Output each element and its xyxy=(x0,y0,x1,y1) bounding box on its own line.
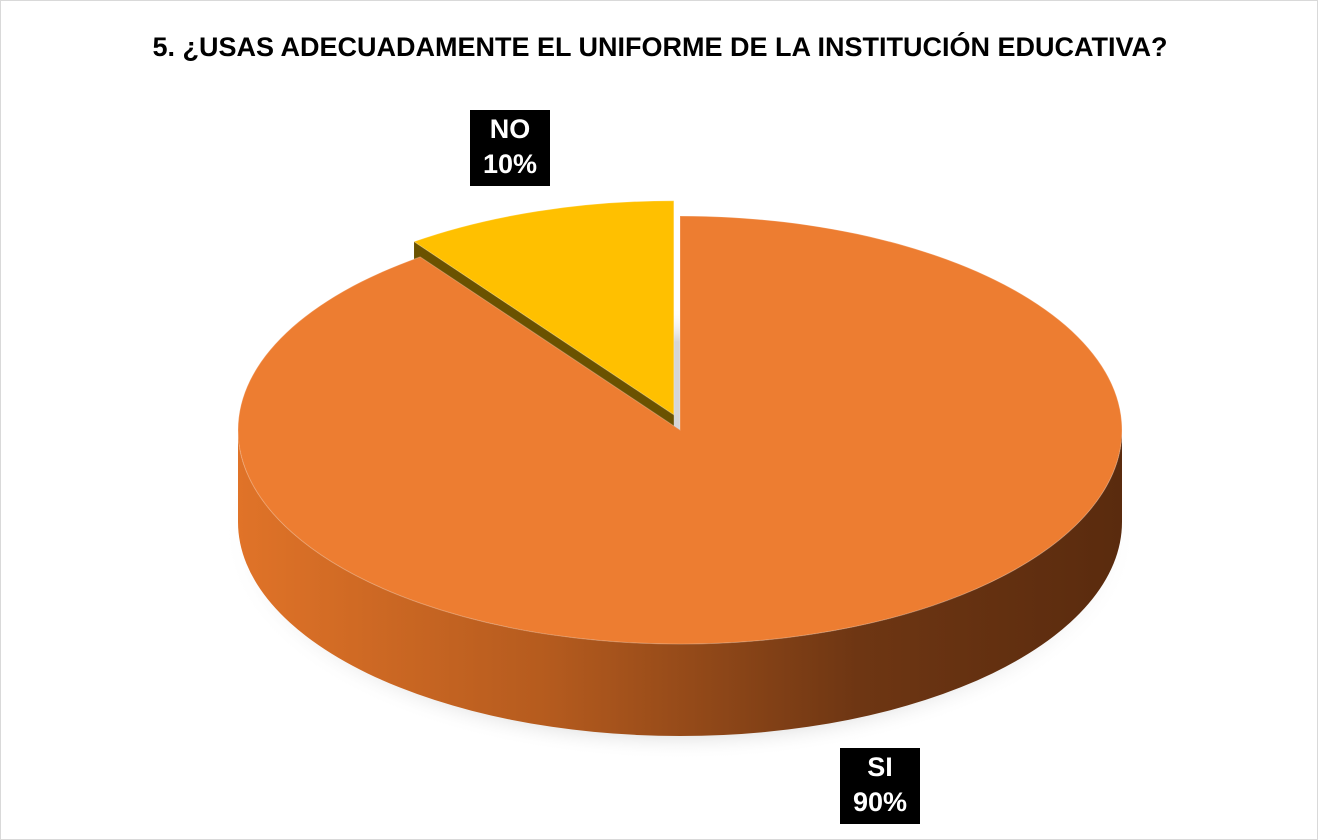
data-label: NO 10% xyxy=(470,110,550,186)
data-label-value: 90% xyxy=(853,787,907,817)
data-label-box xyxy=(840,748,920,824)
slice xyxy=(412,200,675,416)
slice xyxy=(237,215,1123,645)
chart-title: 5. ¿USAS ADECUADAMENTE EL UNIFORME DE LA… xyxy=(152,32,1168,62)
data-label-category: NO xyxy=(490,114,531,144)
slice-side xyxy=(238,430,1122,736)
data-label-value: 10% xyxy=(483,149,537,179)
data-label: SI 90% xyxy=(840,748,920,824)
data-label-box xyxy=(470,110,550,186)
data-label-category: SI xyxy=(867,752,893,782)
